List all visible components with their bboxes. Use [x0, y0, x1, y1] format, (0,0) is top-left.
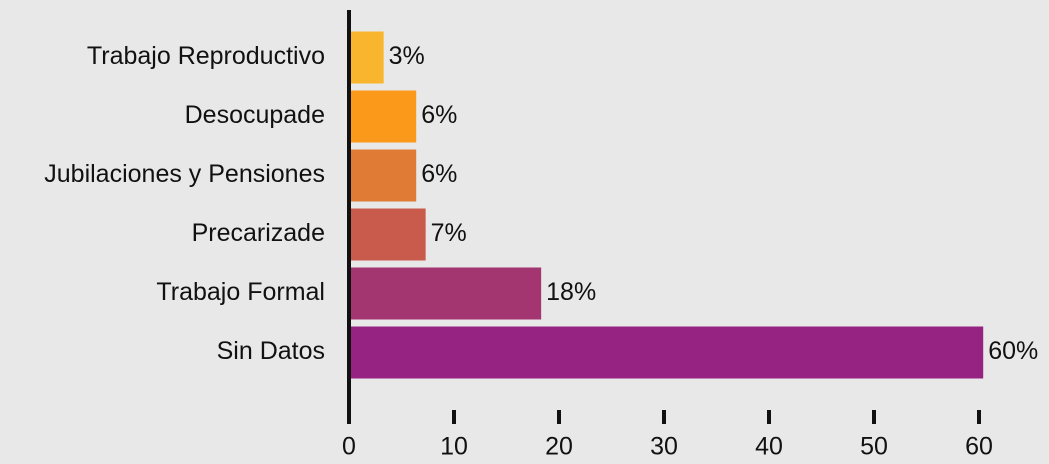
bar [349, 149, 417, 202]
bar [349, 31, 384, 84]
value-label: 7% [431, 219, 467, 247]
bar [349, 267, 542, 320]
bar [349, 208, 426, 261]
value-label: 6% [421, 160, 457, 188]
x-tick-label: 10 [440, 433, 468, 461]
x-tick-label: 40 [755, 433, 783, 461]
x-tick-label: 30 [650, 433, 678, 461]
value-label: 3% [389, 42, 425, 70]
x-tick-label: 20 [545, 433, 573, 461]
bar [349, 326, 984, 379]
value-label: 60% [988, 337, 1038, 365]
y-tick-label: Precarizade [192, 219, 325, 247]
x-tick-label: 50 [860, 433, 888, 461]
y-tick-label: Sin Datos [217, 337, 325, 365]
y-tick-label: Trabajo Reproductivo [87, 42, 325, 70]
y-tick-label: Desocupade [185, 101, 325, 129]
x-tick-label: 60 [965, 433, 993, 461]
y-tick-label: Jubilaciones y Pensiones [44, 160, 325, 188]
y-tick-label: Trabajo Formal [156, 278, 325, 306]
bar [349, 90, 417, 143]
value-label: 18% [546, 278, 596, 306]
value-label: 6% [421, 101, 457, 129]
x-tick-label: 0 [342, 433, 356, 461]
